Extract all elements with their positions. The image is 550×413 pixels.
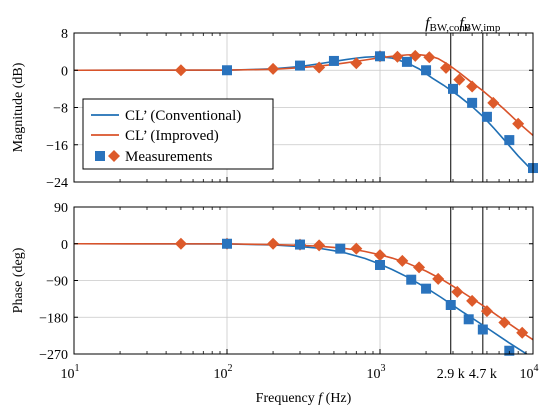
measurement-square xyxy=(335,243,346,254)
measurement-diamond xyxy=(374,249,386,262)
measurement-square xyxy=(481,111,492,122)
measurement-square xyxy=(375,259,385,270)
y-tick-label: 8 xyxy=(61,27,68,42)
measurement-diamond xyxy=(487,96,500,109)
measurement-square xyxy=(95,151,105,161)
measurement-square xyxy=(375,51,385,62)
measurement-diamond xyxy=(498,316,511,329)
measurement-square xyxy=(463,314,474,325)
measurement-diamond xyxy=(451,285,464,298)
measurement-diamond xyxy=(409,49,422,62)
measurement-square xyxy=(445,300,456,310)
phase-grid xyxy=(73,206,534,355)
measurement-square xyxy=(467,97,478,108)
series-line xyxy=(74,242,529,354)
measurement-square xyxy=(504,135,515,146)
y-tick-label: −90 xyxy=(46,275,68,290)
y-tick-label: 0 xyxy=(61,238,68,253)
legend-label: CL’ (Improved) xyxy=(125,128,219,144)
y-tick-label: −180 xyxy=(39,311,68,326)
measurement-diamond xyxy=(439,61,452,74)
measurement-diamond xyxy=(108,150,120,162)
series-line xyxy=(74,242,533,341)
measurement-diamond xyxy=(466,294,479,307)
measurement-square xyxy=(328,55,339,66)
magnitude-bandwidth-lines xyxy=(450,33,484,182)
measurement-diamond xyxy=(313,239,326,252)
measurement-diamond xyxy=(391,50,404,63)
measurement-square xyxy=(406,274,417,285)
measurement-diamond xyxy=(350,57,363,70)
measurement-diamond xyxy=(350,242,363,255)
measurement-square xyxy=(477,324,488,335)
measurement-diamond xyxy=(466,80,479,93)
measurement-square xyxy=(504,345,515,356)
measurement-diamond xyxy=(453,73,466,86)
magnitude-y-axis-label: Magnitude (dB) xyxy=(11,62,26,152)
y-tick-label: −16 xyxy=(46,139,68,154)
legend-label: CL’ (Conventional) xyxy=(125,108,241,124)
measurement-diamond xyxy=(516,326,529,339)
y-tick-label: −24 xyxy=(46,176,68,191)
magnitude-y-ticks: 8 0 −8 −16 −24 xyxy=(46,27,533,191)
measurement-diamond xyxy=(174,237,187,250)
measurement-diamond xyxy=(396,254,409,267)
phase-y-axis-label: Phase (deg) xyxy=(11,247,26,313)
y-tick-label: −8 xyxy=(53,102,68,117)
bandwidth-label: fBW,imp xyxy=(459,15,501,34)
measurement-square xyxy=(421,283,432,294)
measurement-square xyxy=(294,60,305,71)
measurement-diamond xyxy=(423,51,436,64)
y-tick-label: −270 xyxy=(39,348,68,363)
measurement-diamond xyxy=(174,64,187,77)
frequency-x-ticks: 101 102 103 104 2.9 k 4.7 k xyxy=(61,363,539,382)
measurement-diamond xyxy=(267,237,280,250)
x-tick-label-bandwidth: 4.7 k xyxy=(469,367,497,382)
measurement-diamond xyxy=(480,305,493,318)
measurement-diamond xyxy=(267,62,280,75)
measurement-diamond xyxy=(512,117,525,130)
phase-curves xyxy=(74,242,533,354)
measurement-square xyxy=(421,65,432,76)
phase-y-ticks: 90 0 −90 −180 −270 xyxy=(39,201,533,363)
x-tick-label: 103 xyxy=(367,363,386,382)
x-tick-label: 102 xyxy=(214,363,233,382)
legend-label: Measurements xyxy=(125,149,213,165)
x-tick-label-bandwidth: 2.9 k xyxy=(437,367,465,382)
measurement-diamond xyxy=(413,261,426,274)
y-tick-label: 90 xyxy=(54,201,68,216)
measurement-square xyxy=(222,65,232,76)
measurement-diamond xyxy=(313,61,326,74)
measurement-diamond xyxy=(432,272,445,285)
legend: CL’ (Conventional) CL’ (Improved) Measurem… xyxy=(82,98,274,170)
measurement-square xyxy=(222,238,232,249)
x-tick-label: 101 xyxy=(61,363,80,382)
x-tick-label: 104 xyxy=(520,363,539,382)
frequency-x-axis-label: Frequency f (Hz) xyxy=(256,391,352,406)
measurement-square xyxy=(294,239,305,250)
measurement-square xyxy=(401,56,412,67)
phase-measurements xyxy=(174,237,529,356)
bandwidth-label: fBW,conv xyxy=(425,15,471,34)
y-tick-label: 0 xyxy=(61,64,68,79)
measurement-square xyxy=(447,83,458,94)
magnitude-measurements xyxy=(174,49,538,174)
